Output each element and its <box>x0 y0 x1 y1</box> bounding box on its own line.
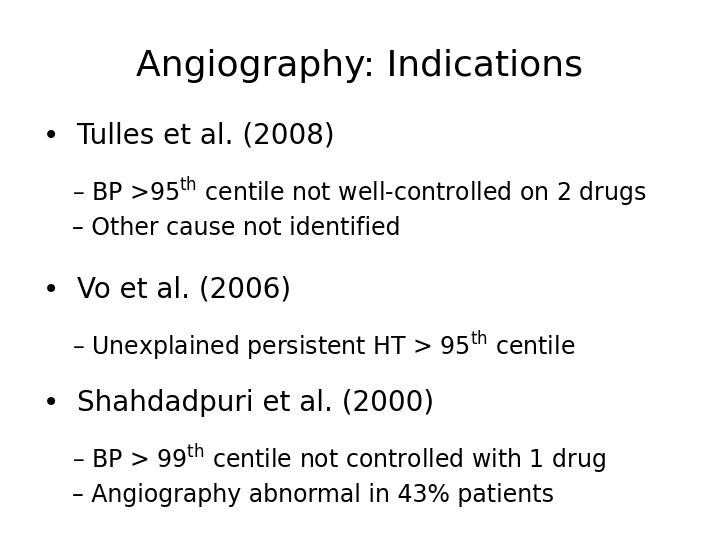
Text: – BP > 99$\mathregular{^{th}}$ centile not controlled with 1 drug: – BP > 99$\mathregular{^{th}}$ centile n… <box>72 443 606 476</box>
Text: •  Tulles et al. (2008): • Tulles et al. (2008) <box>43 122 335 150</box>
Text: – Other cause not identified: – Other cause not identified <box>72 216 400 240</box>
Text: •  Shahdadpuri et al. (2000): • Shahdadpuri et al. (2000) <box>43 389 434 417</box>
Text: – Unexplained persistent HT > 95$\mathregular{^{th}}$ centile: – Unexplained persistent HT > 95$\mathre… <box>72 329 575 363</box>
Text: •  Vo et al. (2006): • Vo et al. (2006) <box>43 275 292 303</box>
Text: – BP >95$\mathregular{^{th}}$ centile not well-controlled on 2 drugs: – BP >95$\mathregular{^{th}}$ centile no… <box>72 176 647 209</box>
Text: – Angiography abnormal in 43% patients: – Angiography abnormal in 43% patients <box>72 483 554 507</box>
Text: Angiography: Indications: Angiography: Indications <box>137 49 583 83</box>
